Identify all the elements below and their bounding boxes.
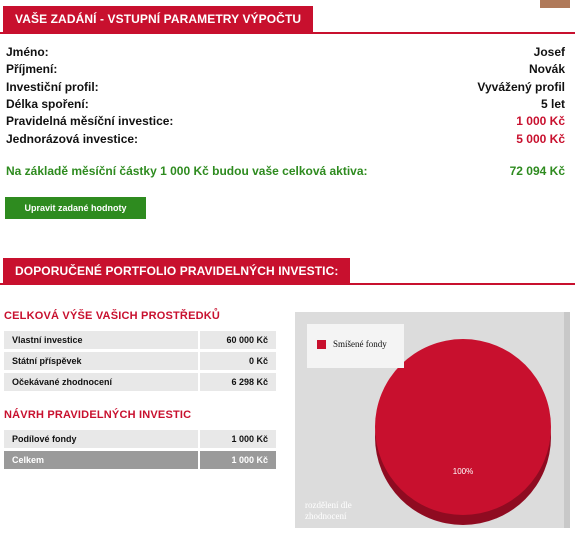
chart-edge — [564, 312, 570, 528]
row-label: Očekávané zhodnocení — [4, 373, 198, 391]
row-label: Podílové fondy — [4, 430, 198, 448]
field-value: Josef — [533, 45, 565, 59]
row-value: 60 000 Kč — [198, 331, 276, 349]
field-value: 5 let — [540, 97, 565, 111]
chart-caption: rozdělení dle zhodnocení — [305, 500, 352, 521]
field-row-jmeno: Jméno: Josef — [6, 44, 565, 60]
pie-data-label: 100% — [453, 467, 473, 476]
table-row: Očekávané zhodnocení 6 298 Kč — [4, 373, 276, 391]
field-label: Jednorázová investice: — [6, 132, 139, 146]
edit-values-button[interactable]: Upravit zadané hodnoty — [5, 197, 146, 219]
table-row: Vlastní investice 60 000 Kč — [4, 331, 276, 349]
field-label: Pravidelná měsíční investice: — [6, 114, 174, 128]
field-label: Příjmení: — [6, 62, 58, 76]
row-label: Vlastní investice — [4, 331, 198, 349]
field-value: 1 000 Kč — [516, 114, 565, 128]
section-input-header: VAŠE ZADÁNÍ - VSTUPNÍ PARAMETRY VÝPOČTU — [0, 6, 575, 34]
field-value: 5 000 Kč — [516, 132, 565, 146]
section-portfolio-title: DOPORUČENÉ PORTFOLIO PRAVIDELNÝCH INVEST… — [3, 258, 351, 285]
row-value: 1 000 Kč — [198, 451, 276, 469]
row-label: Státní příspěvek — [4, 352, 198, 370]
field-row-jednorazova: Jednorázová investice: 5 000 Kč — [6, 131, 565, 147]
header-decoration — [540, 0, 570, 8]
field-value: Vyvážený profil — [477, 80, 565, 94]
table-row-total: Celkem 1 000 Kč — [4, 451, 276, 469]
row-value: 6 298 Kč — [198, 373, 276, 391]
section-input-title: VAŠE ZADÁNÍ - VSTUPNÍ PARAMETRY VÝPOČTU — [3, 6, 314, 32]
row-value: 1 000 Kč — [198, 430, 276, 448]
field-row-profil: Investiční profil: Vyvážený profil — [6, 79, 565, 95]
proposal-title: NÁVRH PRAVIDELNÝCH INVESTIC — [4, 409, 192, 421]
summary-label: Na základě měsíční částky 1 000 Kč budou… — [6, 164, 368, 178]
pie-chart: 100% Smíšené fondy rozdělení dle zhodnoc… — [295, 312, 570, 528]
field-label: Investiční profil: — [6, 80, 99, 94]
field-row-prijmeni: Příjmení: Novák — [6, 61, 565, 77]
field-value: Novák — [528, 62, 565, 76]
row-label: Celkem — [4, 451, 198, 469]
legend-label: Smíšené fondy — [333, 339, 387, 349]
table-row: Podílové fondy 1 000 Kč — [4, 430, 276, 448]
field-row-delka: Délka spoření: 5 let — [6, 96, 565, 112]
field-label: Jméno: — [6, 45, 49, 59]
field-label: Délka spoření: — [6, 97, 89, 111]
row-value: 0 Kč — [198, 352, 276, 370]
totals-title: CELKOVÁ VÝŠE VAŠICH PROSTŘEDKŮ — [4, 310, 221, 322]
table-row: Státní příspěvek 0 Kč — [4, 352, 276, 370]
summary-value: 72 094 Kč — [509, 164, 565, 178]
field-row-mesicni: Pravidelná měsíční investice: 1 000 Kč — [6, 113, 565, 129]
proposal-table: Podílové fondy 1 000 Kč Celkem 1 000 Kč — [4, 427, 276, 472]
section-portfolio-header: DOPORUČENÉ PORTFOLIO PRAVIDELNÝCH INVEST… — [0, 258, 575, 285]
pie-slice — [375, 339, 551, 515]
chart-legend: Smíšené fondy — [307, 324, 404, 368]
legend-swatch — [317, 340, 326, 349]
totals-table: Vlastní investice 60 000 Kč Státní přísp… — [4, 328, 276, 394]
summary-row: Na základě měsíční částky 1 000 Kč budou… — [6, 163, 565, 179]
pie-chart-svg: 100% — [375, 339, 551, 525]
